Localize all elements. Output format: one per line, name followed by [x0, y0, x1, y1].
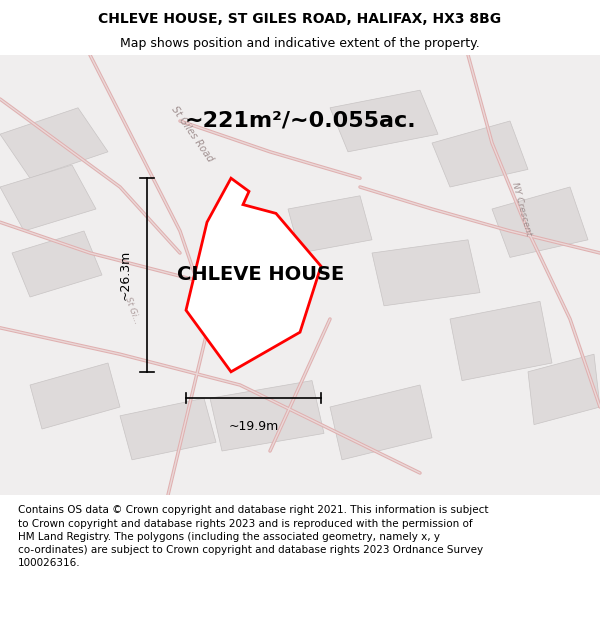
Text: ~221m²/~0.055ac.: ~221m²/~0.055ac.: [184, 111, 416, 131]
Text: CHLEVE HOUSE: CHLEVE HOUSE: [178, 266, 344, 284]
Text: St Giles Road: St Giles Road: [169, 104, 215, 164]
Polygon shape: [0, 165, 96, 231]
Text: ~19.9m: ~19.9m: [229, 420, 278, 433]
Polygon shape: [528, 354, 600, 424]
Polygon shape: [492, 187, 588, 258]
Text: St Gi...: St Gi...: [123, 296, 141, 325]
Polygon shape: [372, 240, 480, 306]
Text: Contains OS data © Crown copyright and database right 2021. This information is : Contains OS data © Crown copyright and d…: [18, 506, 488, 568]
Polygon shape: [30, 363, 120, 429]
Polygon shape: [186, 178, 321, 372]
Polygon shape: [330, 385, 432, 460]
Polygon shape: [12, 231, 102, 297]
Text: CHLEVE HOUSE, ST GILES ROAD, HALIFAX, HX3 8BG: CHLEVE HOUSE, ST GILES ROAD, HALIFAX, HX…: [98, 12, 502, 26]
Polygon shape: [432, 121, 528, 187]
Text: NY Crescent: NY Crescent: [511, 181, 533, 237]
Polygon shape: [288, 196, 372, 253]
Polygon shape: [120, 398, 216, 460]
Polygon shape: [0, 107, 108, 178]
Polygon shape: [450, 301, 552, 381]
Text: ~26.3m: ~26.3m: [119, 250, 132, 300]
Polygon shape: [210, 381, 324, 451]
Text: Map shows position and indicative extent of the property.: Map shows position and indicative extent…: [120, 38, 480, 51]
Polygon shape: [330, 90, 438, 152]
